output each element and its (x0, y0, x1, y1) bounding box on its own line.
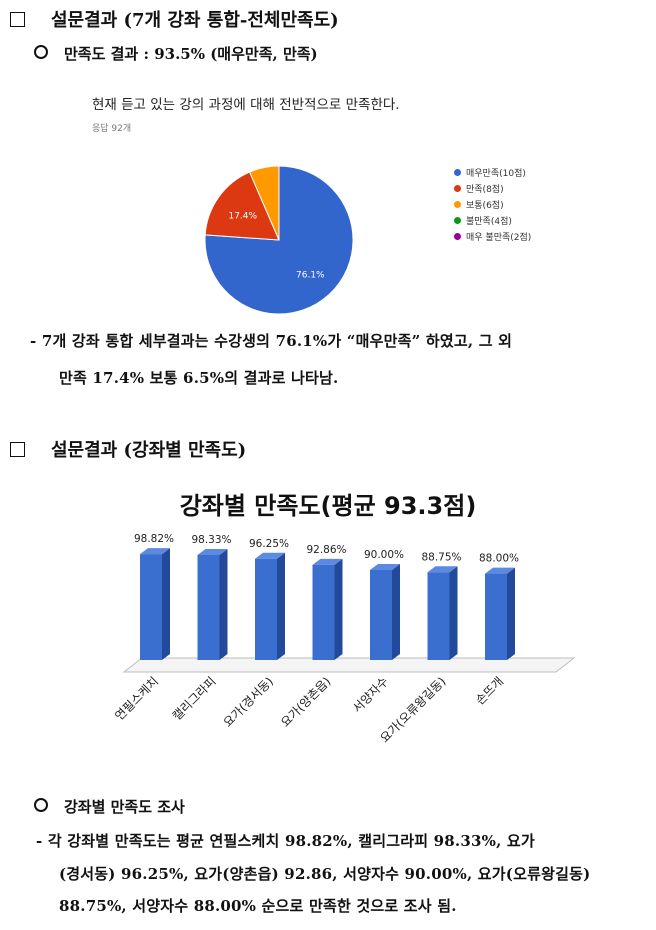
bar (312, 558, 343, 660)
pie-legend-label: 매우만족(10점) (466, 169, 526, 179)
bar-value-label: 98.82% (134, 533, 174, 545)
bar-category-label: 캘리그라피 (170, 674, 219, 723)
bar (370, 564, 400, 660)
pie-legend-label: 보통(6점) (466, 201, 504, 211)
bar (485, 567, 515, 660)
legend-dot-icon (454, 169, 461, 176)
bar-category-label: 요가(경서동) (221, 674, 277, 730)
pie-slice-label: 76.1% (296, 271, 325, 281)
section3-subheading-text: 강좌별 만족도 조사 (64, 798, 185, 816)
bar-value-label: 90.00% (364, 549, 404, 561)
pie-legend: 매우만족(10점) 만족(8점) 보통(6점) 불만족(4점) 매우 불만족(2점) (454, 166, 531, 246)
pie-legend-label: 매우 불만족(2점) (466, 233, 532, 243)
summary-line-1: - 7개 강좌 통합 세부결과는 수강생의 76.1%가 “매우만족” 하였고,… (30, 332, 513, 350)
bar (197, 549, 228, 660)
course-satisfaction-bar-chart: 98.82% 연필스케치 98.33% 캘리그라피 96.25% 요가(경서동) 92.86… (112, 533, 576, 745)
pie-legend-item: 만족(8점) (454, 182, 531, 198)
result-line-text: 만족도 결과 : 93.5% (매우만족, 만족) (64, 45, 318, 63)
section2-heading: 설문결과 (강좌별 만족도) (10, 436, 246, 462)
bar-category-label: 손뜨개 (473, 674, 506, 707)
circle-bullet-icon (34, 45, 48, 59)
response-count: 응답 92개 (92, 124, 132, 134)
pie-slice-label: 17.4% (228, 211, 257, 221)
bar-category-label: 서양자수 (350, 674, 391, 715)
bar-category-label: 요가(양촌읍) (278, 674, 334, 730)
circle-bullet-icon (34, 798, 48, 812)
legend-dot-icon (454, 185, 461, 192)
summary-line-2: 만족 17.4% 보통 6.5%의 결과로 나타남. (59, 369, 339, 387)
bar-value-label: 88.75% (421, 551, 461, 563)
legend-dot-icon (454, 217, 461, 224)
pie-slice (204, 165, 354, 315)
bar (255, 552, 285, 660)
chart-floor (122, 657, 576, 673)
pie-legend-label: 만족(8점) (466, 185, 504, 195)
detail-line-3: 88.75%, 서양자수 88.00% 순으로 만족한 것으로 조사 됨. (59, 897, 457, 915)
detail-line-1: - 각 강좌별 만족도는 평균 연필스케치 98.82%, 캘리그라피 98.3… (36, 832, 535, 850)
bar-category-label: 연필스케치 (112, 674, 161, 723)
legend-dot-icon (454, 201, 461, 208)
section1-heading: 설문결과 (7개 강좌 통합-전체만족도) (10, 6, 339, 32)
section1-heading-text: 설문결과 (7개 강좌 통합-전체만족도) (51, 10, 339, 31)
legend-dot-icon (454, 233, 461, 240)
survey-question: 현재 듣고 있는 강의 과정에 대해 전반적으로 만족한다. (92, 97, 400, 113)
section3-subheading: 강좌별 만족도 조사 (34, 796, 185, 817)
bar-value-label: 92.86% (306, 544, 346, 556)
satisfaction-pie-chart: 76.1% 17.4% (204, 165, 354, 315)
checkbox-square-icon (10, 442, 25, 457)
bar-value-label: 96.25% (249, 538, 289, 550)
bar-value-label: 88.00% (479, 553, 519, 565)
bar-value-label: 98.33% (191, 534, 231, 546)
bar (427, 566, 458, 660)
section2-heading-text: 설문결과 (강좌별 만족도) (51, 440, 247, 461)
detail-line-2: (경서동) 96.25%, 요가(양촌읍) 92.86, 서양자수 90.00%… (59, 865, 591, 883)
pie-legend-label: 불만족(4점) (466, 217, 512, 227)
pie-slice (204, 171, 280, 241)
checkbox-square-icon (10, 12, 25, 27)
pie-slice (248, 165, 280, 241)
bar-chart-title: 강좌별 만족도(평균 93.3점) (179, 492, 477, 520)
pie-legend-item: 매우만족(10점) (454, 166, 531, 182)
pie-legend-item: 보통(6점) (454, 198, 531, 214)
result-line: 만족도 결과 : 93.5% (매우만족, 만족) (34, 43, 318, 64)
pie-legend-item: 매우 불만족(2점) (454, 230, 531, 246)
pie-legend-item: 불만족(4점) (454, 214, 531, 230)
bar (140, 548, 170, 660)
